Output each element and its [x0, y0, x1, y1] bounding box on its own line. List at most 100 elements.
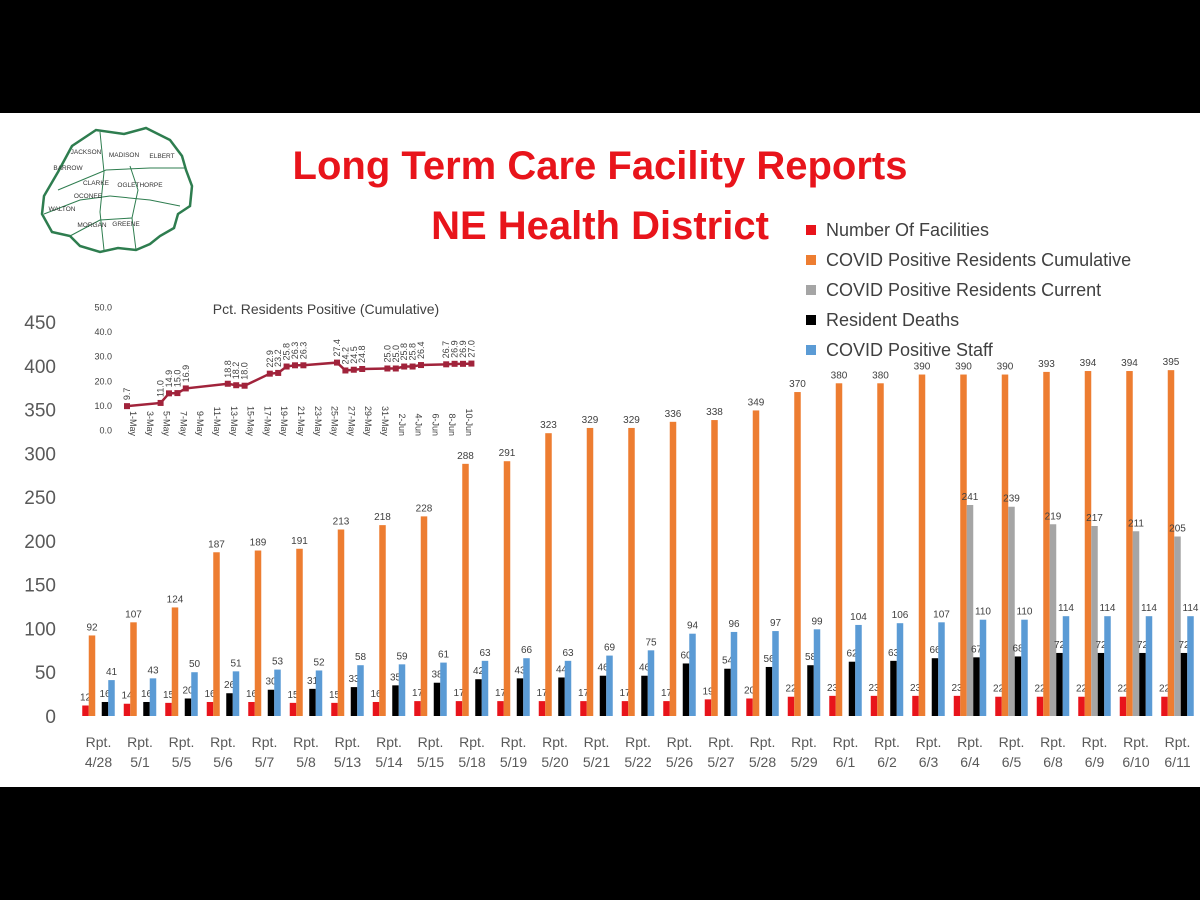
- inset-data-label: 24.5: [349, 346, 359, 364]
- bar-data-label: 228: [416, 503, 433, 514]
- bar-data-label: 390: [914, 362, 931, 373]
- bar-data-label: 92: [86, 622, 98, 633]
- bar: [1119, 696, 1127, 716]
- bar-data-label: 30: [265, 677, 277, 688]
- inset-data-label: 18.2: [231, 362, 241, 380]
- inset-data-label: 26.3: [290, 342, 300, 360]
- inset-data-label: 16.9: [181, 365, 191, 383]
- x-tick-label: 5/13: [334, 754, 361, 770]
- y-tick-label: 250: [24, 488, 56, 509]
- bar-data-label: 17: [495, 688, 507, 699]
- inset-point: [283, 363, 290, 370]
- bar: [973, 657, 980, 716]
- bar-data-label: 68: [1012, 643, 1024, 654]
- inset-point: [409, 363, 416, 370]
- bar-data-label: 107: [125, 609, 142, 620]
- bar-data-label: 44: [556, 664, 568, 675]
- inset-point: [174, 390, 181, 397]
- bar: [580, 701, 587, 716]
- bar: [995, 696, 1002, 716]
- bar-data-label: 16: [99, 689, 111, 700]
- inset-point: [233, 382, 240, 389]
- y-tick-label: 150: [24, 576, 56, 597]
- bar-data-label: 106: [892, 610, 909, 621]
- bar: [523, 658, 530, 716]
- bar-data-label: 51: [230, 658, 242, 669]
- bar: [621, 701, 629, 716]
- legend-item: COVID Positive Residents Cumulative: [806, 245, 1131, 275]
- legend-swatch: [806, 345, 816, 355]
- x-tick-label: 6/10: [1122, 754, 1149, 770]
- county-border: [43, 195, 111, 215]
- bar: [481, 660, 489, 716]
- bar: [1097, 652, 1105, 716]
- bar-data-label: 20: [744, 685, 756, 696]
- bar-data-label: 380: [831, 370, 848, 381]
- inset-data-label: 27.4: [332, 339, 342, 357]
- bar: [752, 410, 760, 716]
- legend-label: COVID Positive Residents Cumulative: [826, 249, 1132, 270]
- bar-data-label: 17: [412, 688, 424, 699]
- bar: [475, 679, 482, 716]
- bar-data-label: 23: [951, 683, 963, 694]
- bar-data-label: 16: [246, 689, 258, 700]
- x-tick-label: Rpt.: [999, 734, 1025, 750]
- x-tick-label: 5/19: [500, 754, 527, 770]
- bar-data-label: 211: [1128, 518, 1144, 529]
- bar: [931, 658, 939, 716]
- bar-data-label: 380: [872, 370, 889, 381]
- x-tick-label: 5/28: [749, 754, 776, 770]
- inset-data-label: 25.8: [282, 343, 292, 361]
- inset-point: [468, 360, 475, 367]
- inset-data-label: 25.0: [382, 345, 392, 363]
- bar: [1062, 616, 1070, 716]
- legend-label: COVID Positive Staff: [826, 339, 993, 360]
- x-tick-label: Rpt.: [376, 734, 402, 750]
- bar-data-label: 72: [1137, 640, 1149, 651]
- x-tick-label: Rpt.: [501, 734, 527, 750]
- bar-data-label: 336: [665, 409, 682, 420]
- bar-data-label: 46: [639, 663, 651, 674]
- bar: [232, 671, 240, 716]
- bar: [372, 701, 380, 716]
- bar: [960, 374, 967, 716]
- county-label: WALTON: [49, 206, 76, 213]
- bar: [433, 682, 441, 716]
- legend-item: Number Of Facilities: [806, 215, 1131, 245]
- y-tick-label: 350: [24, 401, 56, 422]
- x-tick-label: Rpt.: [169, 734, 195, 750]
- bar: [628, 427, 635, 716]
- bar-data-label: 60: [680, 650, 692, 661]
- x-tick-label: Rpt.: [127, 734, 153, 750]
- inset-y-tick-label: 0.0: [99, 426, 112, 436]
- bar: [870, 695, 878, 716]
- bar-data-label: 390: [955, 362, 972, 373]
- y-tick-label: 100: [24, 619, 56, 640]
- x-tick-label: 5/22: [624, 754, 651, 770]
- bar-data-label: 22: [993, 684, 1005, 695]
- bar: [274, 669, 281, 716]
- x-tick-label: Rpt.: [1123, 734, 1149, 750]
- bar-data-label: 61: [438, 650, 450, 661]
- bar: [309, 688, 316, 716]
- bar-data-label: 53: [272, 657, 284, 668]
- bar: [1043, 371, 1050, 716]
- bar-data-label: 16: [370, 689, 382, 700]
- inset-data-label: 26.3: [298, 342, 308, 360]
- inset-x-tick-label: 15-May: [246, 406, 256, 437]
- inset-x-tick-label: 4-Jun: [414, 413, 424, 436]
- x-tick-label: Rpt.: [957, 734, 983, 750]
- bar: [877, 383, 884, 716]
- inset-data-label: 25.0: [391, 345, 401, 363]
- inset-data-label: 14.9: [164, 370, 174, 388]
- bar-data-label: 52: [313, 657, 325, 668]
- county-border: [69, 217, 133, 237]
- bar-data-label: 107: [933, 609, 950, 620]
- bar: [165, 702, 172, 716]
- x-tick-label: 5/1: [130, 754, 150, 770]
- x-tick-label: Rpt.: [791, 734, 817, 750]
- bar-data-label: 218: [374, 512, 391, 523]
- bar-data-label: 390: [997, 362, 1014, 373]
- district-map: JACKSON MADISON ELBERT BARROW CLARKE OGLETHOR…: [40, 126, 194, 254]
- bar: [101, 701, 109, 716]
